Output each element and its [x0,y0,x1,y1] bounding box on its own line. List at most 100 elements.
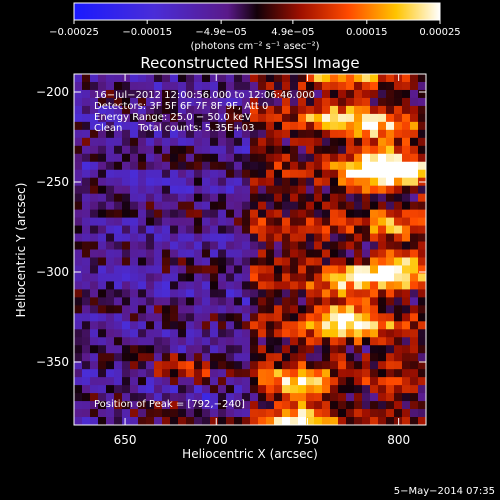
heatmap-cell [378,361,387,370]
heatmap-cell [266,401,275,410]
heatmap-cell [130,265,139,275]
heatmap-cell [114,185,123,195]
heatmap-cell [106,313,115,322]
heatmap-cell [338,417,347,425]
heatmap-cell [362,161,371,171]
heatmap-cell [362,129,371,139]
heatmap-cell [202,393,211,402]
heatmap-cell [250,257,259,267]
heatmap-cell [410,321,419,330]
heatmap-cell [330,257,339,267]
heatmap-cell [330,249,339,259]
heatmap-cell [250,193,259,203]
heatmap-cell [330,265,339,275]
heatmap-cell [306,137,315,147]
heatmap-cell [338,241,347,251]
heatmap-cell [242,177,251,187]
heatmap-cell [130,74,139,83]
heatmap-cell [370,105,379,115]
chart-title: Reconstructed RHESSI Image [140,54,359,72]
heatmap-cell [274,361,283,370]
heatmap-cell [218,305,227,314]
heatmap-cell [250,409,259,418]
heatmap-cell [314,74,323,83]
heatmap-cell [290,241,299,251]
heatmap-cell [194,97,203,107]
heatmap-cell [130,289,139,298]
heatmap-cell [282,337,291,346]
heatmap-cell [146,74,155,83]
heatmap-cell [130,129,139,139]
heatmap-cell [170,193,179,203]
heatmap-cell [178,145,187,155]
heatmap-cell [394,313,403,322]
heatmap-cell [114,74,123,83]
heatmap-cell [282,225,291,235]
heatmap-cell [266,249,275,259]
heatmap-cell [178,337,187,346]
heatmap-cell [234,385,243,394]
heatmap-cell [298,113,307,123]
heatmap-cell [346,241,355,251]
heatmap-cell [330,369,339,378]
heatmap-cell [290,145,299,155]
heatmap-cell [202,281,211,290]
heatmap-cell [298,185,307,195]
heatmap-cell [306,97,315,107]
heatmap-cell [178,345,187,354]
heatmap-cell [138,153,147,163]
heatmap-cell [274,289,283,298]
heatmap-cell [330,137,339,147]
heatmap-cell [306,105,315,115]
heatmap-cell [194,345,203,354]
heatmap-cell [90,113,99,123]
heatmap-cell [314,193,323,203]
heatmap-cell [146,313,155,322]
heatmap-cell [194,225,203,235]
heatmap-cell [266,121,275,131]
heatmap-cell [154,321,163,330]
annotation-detectors: Detectors: 3F 5F 6F 7F 8F 9F, Att 0 [94,101,268,112]
heatmap-cell [306,233,315,243]
heatmap-cell [74,121,83,131]
heatmap-cell [186,313,195,322]
heatmap-cell [386,353,395,362]
heatmap-cell [410,169,419,179]
heatmap-cell [298,329,307,338]
heatmap-cell [122,321,131,330]
heatmap-cell [362,297,371,306]
heatmap-cell [234,201,243,211]
heatmap-cell [402,257,411,267]
heatmap-cell [186,305,195,314]
heatmap-cell [322,329,331,338]
heatmap-cell [250,241,259,251]
heatmap-cell [178,161,187,171]
heatmap-cell [186,74,195,83]
heatmap-cell [146,281,155,290]
heatmap-cell [122,113,131,123]
heatmap-cell [338,289,347,298]
heatmap-cell [186,329,195,338]
heatmap-cell [138,297,147,306]
heatmap-cell [130,313,139,322]
heatmap-cell [242,209,251,219]
heatmap-cell [114,105,123,115]
heatmap-cell [138,233,147,243]
heatmap-cell [402,369,411,378]
heatmap-cell [218,337,227,346]
heatmap-cell [346,225,355,235]
heatmap-cell [114,209,123,219]
heatmap-cell [282,105,291,115]
heatmap-cell [402,353,411,362]
heatmap-cell [258,233,267,243]
heatmap-cell [298,137,307,147]
heatmap-cell [314,417,323,425]
heatmap-cell [378,265,387,275]
heatmap-cell [338,201,347,211]
heatmap-cell [418,89,426,99]
heatmap-cell [354,361,363,370]
heatmap-cell [314,337,323,346]
heatmap-cell [218,409,227,418]
heatmap-cell [138,241,147,251]
heatmap-cell [386,273,395,283]
